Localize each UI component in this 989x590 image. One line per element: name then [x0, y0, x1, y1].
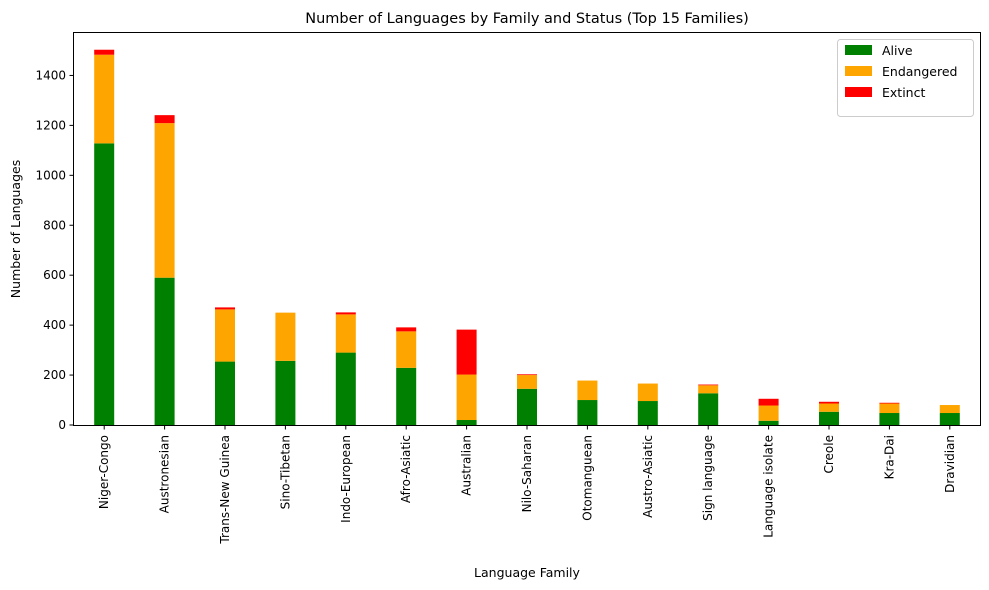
y-tick-label: 800	[43, 218, 66, 232]
bar-austronesian-alive	[154, 277, 175, 425]
x-tick-label-creole: Creole	[822, 435, 836, 474]
plot-frame	[73, 32, 981, 426]
bar-nilo-saharan-endangered	[517, 375, 537, 389]
bar-dravidian-endangered	[939, 405, 960, 414]
bar-nilo-saharan-extinct	[517, 374, 537, 376]
bar-kra-dai-endangered	[879, 403, 900, 414]
x-tick-label-niger-congo: Niger-Congo	[97, 435, 111, 509]
legend-box	[837, 39, 974, 117]
x-axis-label: Language Family	[474, 565, 580, 580]
x-tick-label-austro-asiatic: Austro-Asiatic	[641, 435, 655, 518]
plot-bars	[94, 49, 960, 425]
x-tick-label-nilo-saharan: Nilo-Saharan	[520, 435, 534, 512]
x-tick-label-sino-tibetan: Sino-Tibetan	[278, 435, 292, 509]
x-tick-label-kra-dai: Kra-Dai	[882, 435, 896, 479]
bar-sign-language-extinct	[698, 384, 719, 386]
bar-austro-asiatic-endangered	[637, 383, 658, 402]
y-tick-label: 400	[43, 318, 66, 332]
x-tick-label-indo-european: Indo-European	[339, 435, 353, 523]
bar-indo-european-extinct	[335, 312, 356, 315]
bar-austronesian-extinct	[154, 115, 175, 124]
legend-label-alive: Alive	[882, 43, 913, 58]
y-tick-label: 600	[43, 268, 66, 282]
bar-afro-asiatic-extinct	[396, 327, 417, 332]
bar-afro-asiatic-alive	[396, 367, 417, 425]
bar-language-isolate-endangered	[758, 405, 779, 421]
x-tick-label-otomanguean: Otomanguean	[580, 435, 594, 521]
y-tick-label: 1200	[35, 118, 66, 132]
bar-trans-new-guinea-extinct	[215, 307, 235, 310]
y-tick-label: 1000	[35, 168, 66, 182]
x-tick-label-language-isolate: Language isolate	[762, 435, 776, 538]
bar-kra-dai-alive	[879, 413, 900, 425]
bar-austronesian-endangered	[154, 123, 175, 278]
legend-label-extinct: Extinct	[882, 85, 925, 100]
y-axis: 0 200 400 600 800 1000 1200 1400	[35, 68, 74, 432]
bar-niger-congo-endangered	[94, 54, 115, 144]
y-axis-label: Number of Languages	[8, 160, 23, 298]
bar-creole-alive	[819, 411, 839, 425]
bar-otomanguean-alive	[577, 400, 598, 425]
y-tick-label: 200	[43, 368, 66, 382]
bar-austro-asiatic-alive	[637, 401, 658, 425]
bar-language-isolate-extinct	[758, 398, 779, 406]
bar-dravidian-alive	[939, 413, 960, 425]
bar-creole-endangered	[819, 403, 839, 412]
bar-afro-asiatic-endangered	[396, 331, 417, 368]
x-axis: Niger-Congo Austronesian Trans-New Guinea S…	[97, 425, 957, 545]
x-tick-label-trans-new-guinea: Trans-New Guinea	[218, 435, 232, 545]
x-tick-label-dravidian: Dravidian	[943, 435, 957, 493]
bar-indo-european-alive	[335, 352, 356, 425]
bar-niger-congo-alive	[94, 143, 115, 425]
x-tick-label-sign-language: Sign language	[701, 435, 715, 521]
bar-creole-extinct	[819, 401, 839, 404]
legend-label-endangered: Endangered	[882, 64, 957, 79]
chart-title: Number of Languages by Family and Status…	[305, 11, 749, 27]
bar-trans-new-guinea-alive	[215, 361, 235, 425]
legend-swatch-endangered	[845, 66, 872, 76]
bar-indo-european-endangered	[335, 314, 356, 353]
bar-language-isolate-alive	[758, 420, 779, 425]
bar-niger-congo-extinct	[94, 49, 115, 55]
bar-trans-new-guinea-endangered	[215, 309, 235, 362]
bar-kra-dai-extinct	[879, 402, 900, 404]
bar-australian-endangered	[456, 374, 477, 421]
bar-nilo-saharan-alive	[517, 388, 537, 425]
bar-sign-language-endangered	[698, 385, 719, 394]
legend: Alive Endangered Extinct	[837, 39, 974, 117]
bar-australian-extinct	[456, 329, 477, 375]
legend-swatch-extinct	[845, 87, 872, 97]
x-tick-label-austronesian: Austronesian	[158, 435, 172, 513]
legend-swatch-alive	[845, 45, 872, 55]
x-tick-label-afro-asiatic: Afro-Asiatic	[399, 435, 413, 503]
bar-otomanguean-endangered	[577, 380, 598, 401]
y-tick-label: 1400	[35, 68, 66, 82]
bar-sino-tibetan-alive	[275, 360, 296, 425]
bar-sino-tibetan-endangered	[275, 312, 296, 361]
y-tick-label: 0	[58, 418, 66, 432]
x-tick-label-australian: Australian	[460, 435, 474, 496]
bar-sign-language-alive	[698, 393, 719, 425]
bar-australian-alive	[456, 420, 477, 425]
